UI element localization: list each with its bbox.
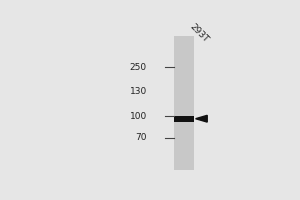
Text: 250: 250 [130,63,147,72]
Text: 70: 70 [135,133,147,142]
Bar [173,116,194,122]
Polygon shape [196,115,207,122]
Text: 100: 100 [130,112,147,121]
Text: 293T: 293T [188,22,210,44]
Text: 130: 130 [130,87,147,96]
Bar [173,36,194,170]
